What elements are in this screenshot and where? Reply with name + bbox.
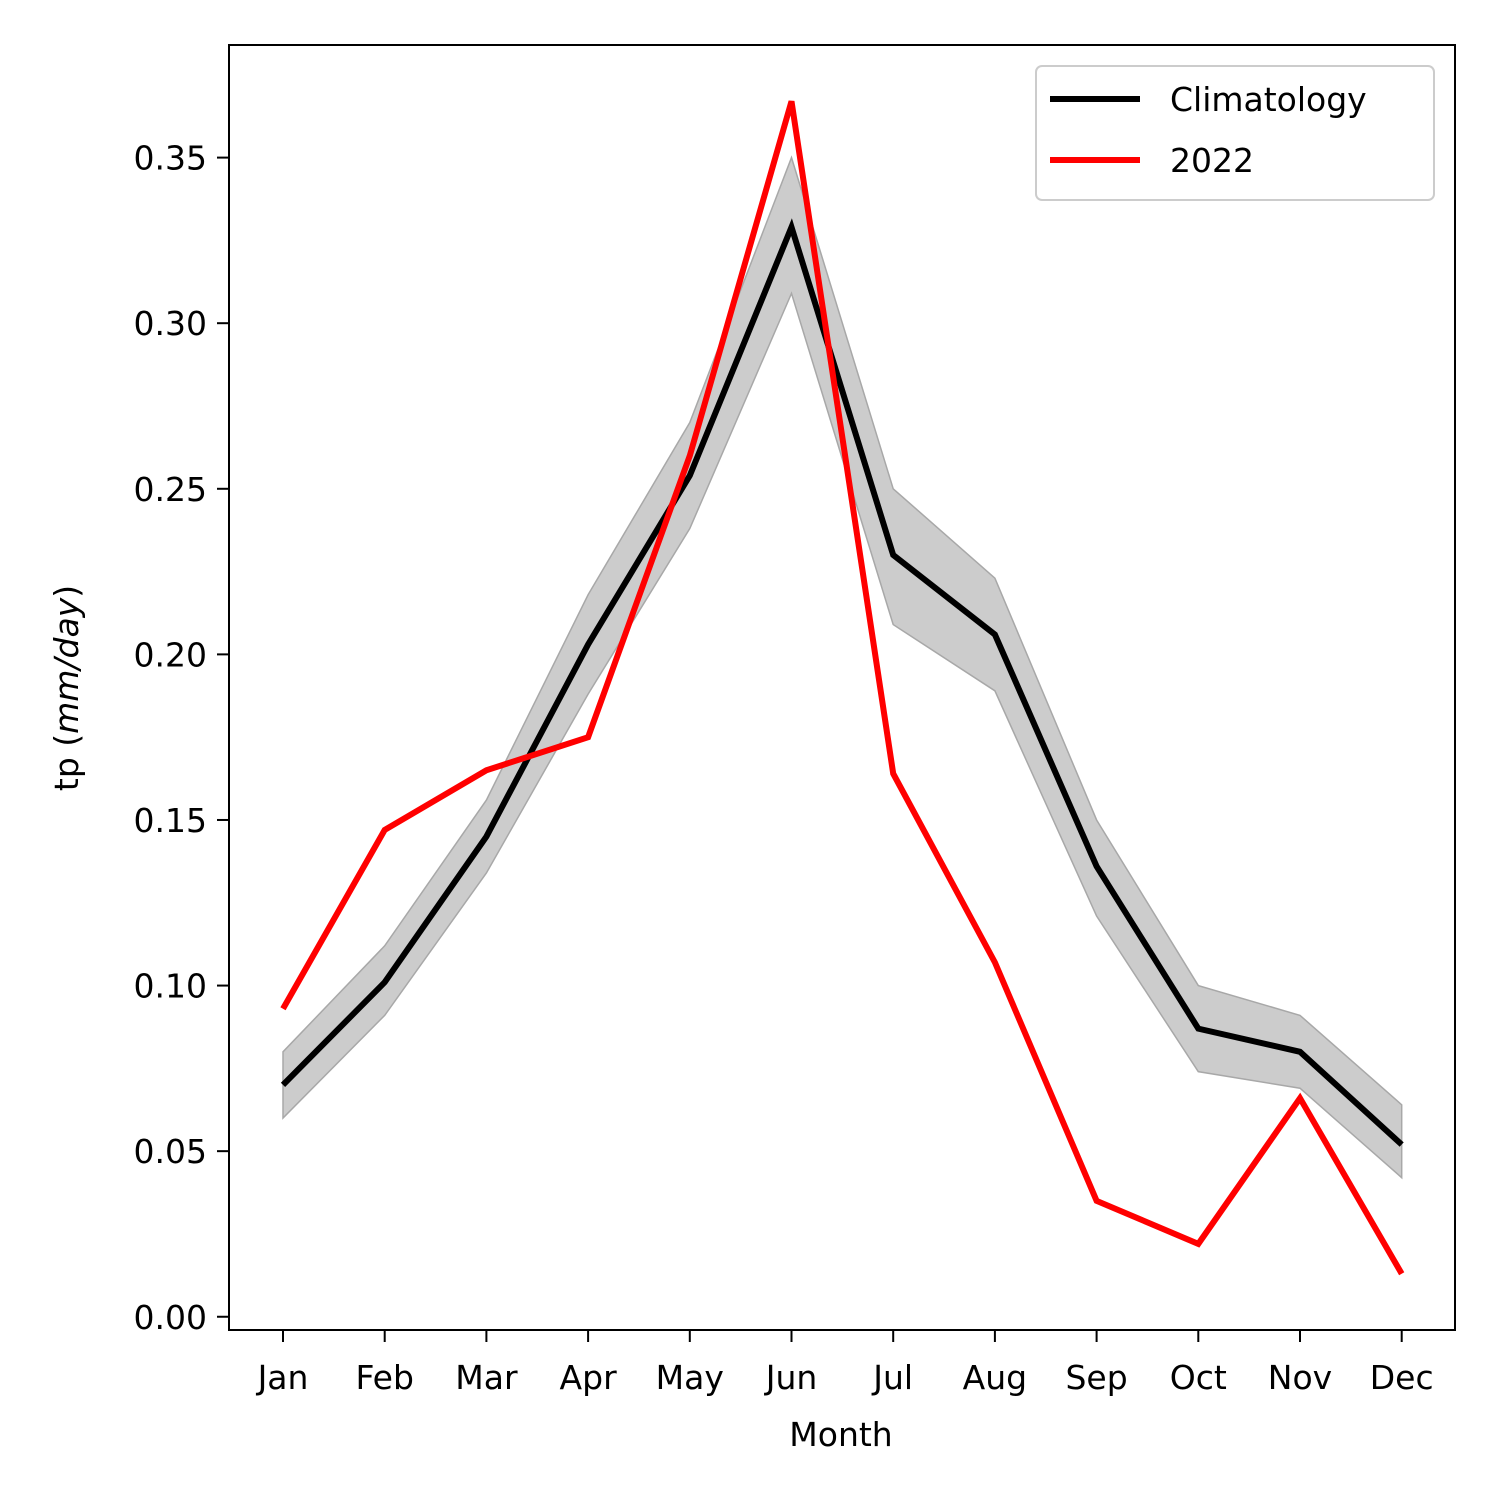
y-axis-label-main: tp ( — [47, 734, 86, 791]
x-tick-label: Aug — [963, 1358, 1027, 1397]
y-tick-label: 0.00 — [134, 1298, 207, 1337]
series-band-0 — [282, 155, 1403, 1180]
x-tick-label: Jun — [764, 1358, 818, 1397]
y-axis-label-close: ) — [47, 585, 86, 598]
y-axis-ticks: 0.00 0.05 0.10 0.15 0.20 0.25 0.30 0.35 — [134, 139, 229, 1337]
x-tick-label: Sep — [1065, 1358, 1127, 1397]
y-tick-label: 0.20 — [134, 635, 207, 674]
climatology-uncertainty-band — [282, 155, 1403, 1180]
x-tick-label: Oct — [1170, 1358, 1227, 1397]
y-axis-label: tp (mm/day) — [47, 585, 86, 791]
y-tick-label: 0.30 — [134, 304, 207, 343]
x-tick-label: Nov — [1268, 1358, 1332, 1397]
y-tick-label: 0.10 — [134, 967, 207, 1006]
y-tick-label: 0.05 — [134, 1132, 207, 1171]
x-tick-label: May — [656, 1358, 724, 1397]
x-tick-label: Jan — [256, 1358, 309, 1397]
x-axis-ticks: Jan Feb Mar Apr May Jun Jul Aug Sep Oct Nov Dec — [256, 1330, 1434, 1397]
x-axis-label: Month — [789, 1415, 892, 1454]
x-tick-label: Jul — [871, 1358, 913, 1397]
y-tick-label: 0.25 — [134, 470, 207, 509]
legend-label-climatology: Climatology — [1170, 80, 1367, 119]
x-tick-label: Dec — [1370, 1358, 1434, 1397]
y-tick-label: 0.35 — [134, 139, 207, 178]
y-tick-label: 0.15 — [134, 801, 207, 840]
x-tick-label: Apr — [560, 1358, 618, 1397]
y-axis-label-unit: mm/day — [47, 597, 86, 734]
legend-label-2022: 2022 — [1170, 141, 1254, 180]
series-line-1 — [280, 100, 1405, 1276]
series-lines — [280, 100, 1405, 1276]
legend: Climatology 2022 — [1035, 65, 1435, 201]
x-tick-label: Mar — [455, 1358, 518, 1397]
series-line-0 — [280, 218, 1404, 1147]
x-tick-label: Feb — [355, 1358, 413, 1397]
plot-frame — [228, 44, 1456, 1331]
